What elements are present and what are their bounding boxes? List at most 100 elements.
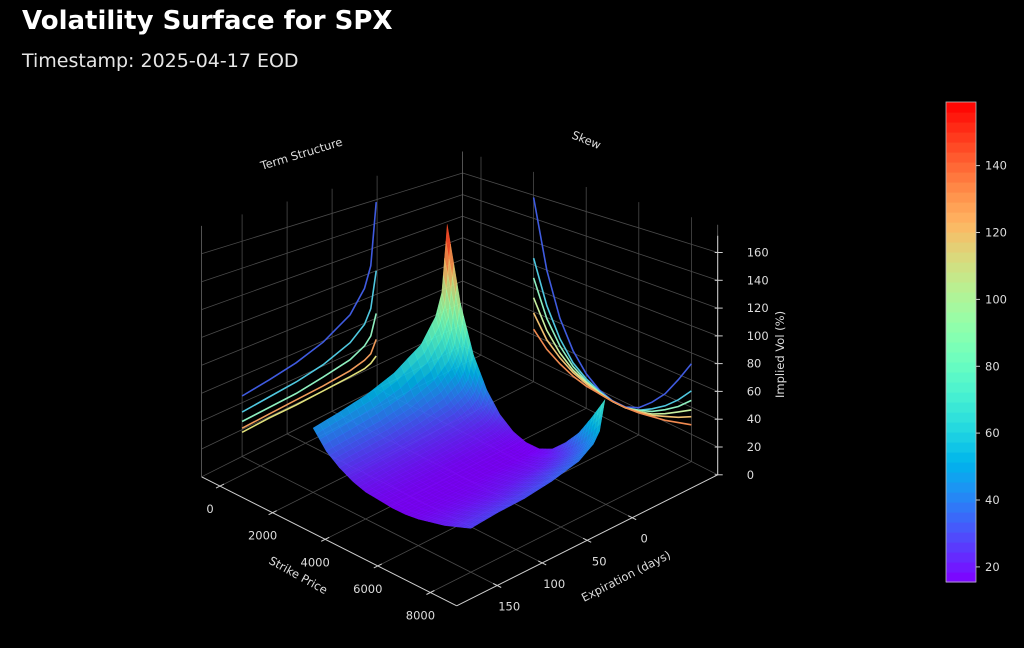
colorbar-band	[946, 152, 976, 163]
colorbar-band	[946, 452, 976, 463]
skew-line	[532, 328, 692, 426]
colorbar-band	[946, 482, 976, 493]
colorbar-band	[946, 192, 976, 203]
colorbar-band	[946, 112, 976, 123]
colorbar-band	[946, 122, 976, 133]
left-wall-gridline	[201, 215, 463, 310]
wall-projections	[241, 197, 693, 434]
back-wall-gridline	[462, 259, 718, 364]
left-wall-gridline	[201, 237, 463, 338]
colorbar-band	[946, 332, 976, 343]
y-tick-label: 100	[543, 577, 565, 591]
x-tick	[426, 590, 435, 595]
colorbar-band	[946, 212, 976, 223]
term-structure-label: Term Structure	[258, 135, 344, 174]
x-tick-label: 0	[206, 502, 213, 516]
left-wall-gridline	[201, 280, 463, 394]
colorbar-band	[946, 472, 976, 483]
colorbar-band	[946, 162, 976, 173]
colorbar-band	[946, 282, 976, 293]
colorbar-band	[946, 512, 976, 523]
skew-label: Skew	[570, 128, 603, 152]
z-tick-label: 160	[747, 246, 769, 260]
colorbar-band	[946, 502, 976, 513]
colorbar-band	[946, 422, 976, 433]
colorbar-tick-label: 140	[985, 159, 1007, 173]
x-tick	[268, 510, 277, 516]
colorbar-band	[946, 202, 976, 213]
back-wall-gridline	[462, 194, 718, 281]
colorbar-band	[946, 102, 976, 113]
x-tick	[215, 483, 225, 489]
colorbar-band	[946, 362, 976, 373]
y-tick-label: 0	[641, 532, 648, 546]
colorbar-band	[946, 462, 976, 473]
colorbar-band	[946, 272, 976, 283]
colorbar-band	[946, 292, 976, 303]
back-wall-gridline	[462, 280, 718, 392]
z-tick-label: 60	[747, 384, 762, 398]
colorbar-band	[946, 392, 976, 403]
colorbar-band	[946, 552, 976, 563]
colorbar-band	[946, 382, 976, 393]
y-tick	[492, 583, 502, 588]
colorbar-band	[946, 522, 976, 533]
term-structure-line	[241, 339, 377, 429]
colorbar-tick-label: 60	[985, 426, 1000, 440]
x-tick-label: 4000	[301, 555, 330, 569]
colorbar-band	[946, 262, 976, 273]
colorbar-band	[946, 542, 976, 553]
y-tick-label: 50	[592, 554, 607, 568]
x-tick-label: 2000	[248, 529, 277, 543]
skew-line	[532, 257, 692, 412]
x-tick	[320, 536, 330, 542]
colorbar-band	[946, 132, 976, 143]
y-tick	[537, 560, 547, 566]
term-structure-line	[241, 355, 377, 434]
colorbar-band	[946, 172, 976, 183]
chart-subtitle: Timestamp: 2025-04-17 EOD	[22, 50, 299, 72]
left-wall-gridline	[201, 302, 463, 422]
z-tick-label: 100	[747, 329, 769, 343]
colorbar-band	[946, 222, 976, 233]
colorbar: 20 40 60 80 100 120 140	[945, 101, 1007, 583]
colorbar-band	[946, 492, 976, 503]
colorbar-band	[946, 342, 976, 353]
surface	[312, 224, 606, 529]
colorbar-band	[946, 242, 976, 253]
z-axis-label: Implied Vol (%)	[773, 311, 787, 398]
y-tick	[627, 515, 637, 521]
colorbar-band	[946, 532, 976, 543]
surface-cell	[466, 523, 479, 529]
colorbar-band	[946, 352, 976, 363]
chart-title: Volatility Surface for SPX	[22, 6, 393, 36]
back-wall-gridline	[462, 237, 718, 337]
back-wall-gridline	[462, 172, 718, 253]
axes: 0 2000 4000 6000 8000 0 50 100 150 0 20 40 60 80 100 12…	[201, 235, 769, 623]
colorbar-band	[946, 572, 976, 583]
term-structure-line	[241, 313, 377, 423]
colorbar-tick-label: 40	[985, 493, 1000, 507]
z-tick-label: 80	[747, 357, 762, 371]
colorbar-tick-label: 20	[985, 560, 1000, 574]
colorbar-band	[946, 372, 976, 383]
colorbar-band	[946, 412, 976, 423]
colorbar-band	[946, 252, 976, 263]
z-tick-label: 40	[747, 412, 762, 426]
z-tick-label: 0	[747, 468, 754, 482]
z-tick-label: 120	[747, 301, 769, 315]
colorbar-tick-label: 120	[985, 226, 1007, 240]
colorbar-band	[946, 182, 976, 193]
x-axis-line	[201, 476, 457, 607]
colorbar-band	[946, 232, 976, 243]
colorbar-band	[946, 302, 976, 313]
colorbar-band	[946, 402, 976, 413]
floor-gridline	[241, 456, 498, 586]
colorbar-band	[946, 432, 976, 443]
colorbar-band	[946, 142, 976, 153]
x-tick	[373, 563, 383, 569]
term-structure-line	[241, 270, 377, 413]
colorbar-tick-label: 80	[985, 359, 1000, 373]
colorbar-band	[946, 322, 976, 333]
